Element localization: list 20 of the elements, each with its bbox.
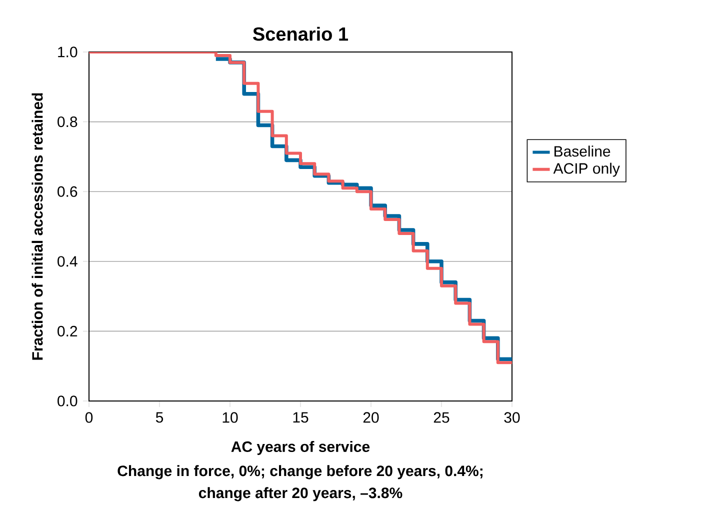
x-tick-label: 0: [85, 412, 93, 423]
y-tick-label: 0.0: [58, 396, 78, 406]
legend-label: ACIP only: [553, 162, 620, 177]
legend-label: Baseline: [554, 146, 610, 157]
x-tick-label: 5: [156, 412, 164, 423]
y-tick-label: 0.8: [58, 116, 78, 128]
x-tick-label: 20: [363, 412, 379, 423]
text: change after 20 years, –3.8%: [198, 487, 402, 502]
x-tick-label: 10: [222, 412, 238, 423]
y-tick-label: 0.2: [58, 326, 78, 336]
x-tick-label: 15: [293, 412, 308, 423]
text: Change in force, 0%; change before 20 years, 0.4%;: [118, 465, 482, 480]
x-tick-label: 25: [434, 412, 450, 423]
chart-title: Scenario 1: [253, 26, 348, 41]
y-tick-label: 0.4: [58, 256, 78, 267]
y-tick-label: 1.0: [58, 46, 78, 58]
x-tick-label: 30: [504, 412, 520, 423]
x-axis-title: AC years of service: [231, 441, 370, 455]
y-tick-label: 0.6: [58, 186, 78, 197]
y-axis-title: Fraction of initial accessions retained: [32, 93, 43, 360]
